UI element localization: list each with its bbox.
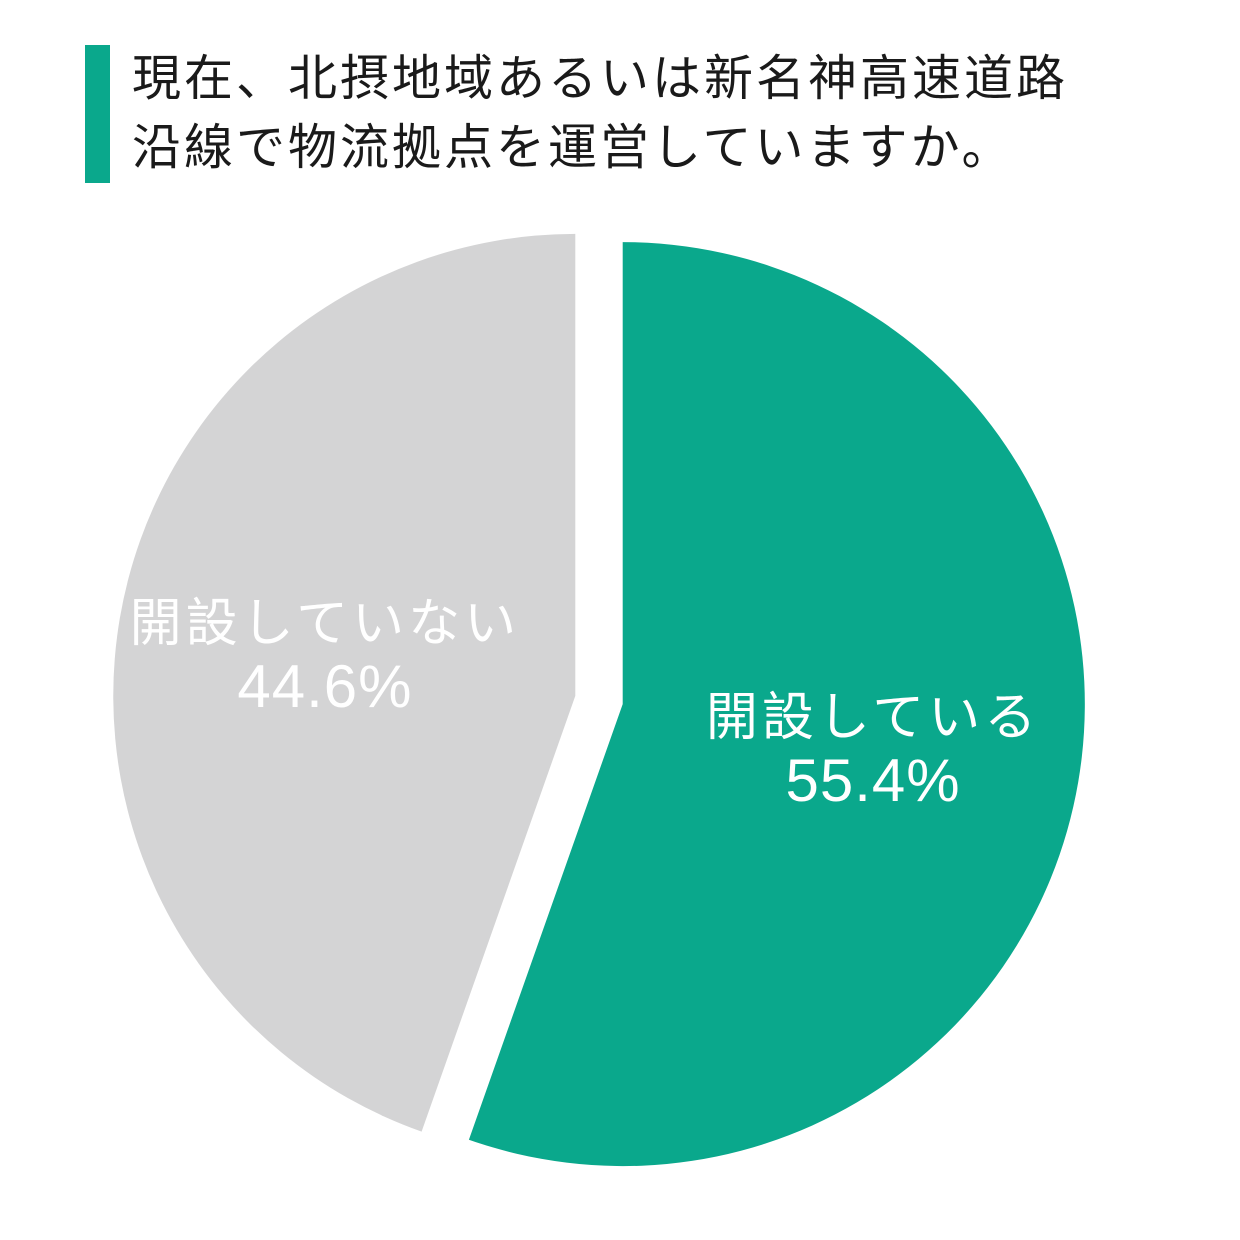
pie-slice-1 xyxy=(113,233,576,1132)
pie-slice-0 xyxy=(468,242,1085,1167)
title-accent-bar xyxy=(85,45,110,183)
pie-slice-1-label: 開設していない xyxy=(130,595,520,653)
pie-slice-0-label: 開設している xyxy=(706,689,1040,747)
chart-header: 現在、北摂地域あるいは新名神高速道路 沿線で物流拠点を運営していますか。 xyxy=(85,45,1068,183)
chart-title-line-1: 現在、北摂地域あるいは新名神高速道路 xyxy=(132,52,1069,106)
pie-slice-1-percentage: 44.6% xyxy=(237,653,412,720)
pie-slice-0-percentage: 55.4% xyxy=(786,747,961,814)
chart-title-line-2: 沿線で物流拠点を運営していますか。 xyxy=(132,121,1014,175)
chart-title: 現在、北摂地域あるいは新名神高速道路 沿線で物流拠点を運営していますか。 xyxy=(132,45,1068,183)
